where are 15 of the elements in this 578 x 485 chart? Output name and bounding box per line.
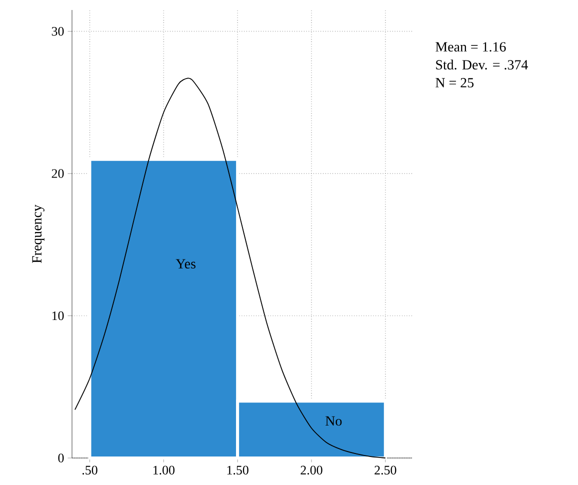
x-tick-label: 1.00 [153, 466, 174, 475]
y-axis-title: Frequency [32, 204, 44, 264]
annotation: Yes [176, 259, 196, 269]
y-tick-label: 20 [52, 169, 64, 178]
x-tick-label: 2.00 [300, 466, 322, 475]
y-tick-label: 30 [52, 26, 64, 36]
y-tick-label: 0 [58, 454, 64, 462]
y-tick-label: 10 [52, 311, 64, 320]
x-tick-label: 1.50 [227, 466, 248, 475]
text: Mean = 1.16 [436, 42, 506, 52]
text: N = 25 [436, 78, 474, 88]
x-tick-label: .50 [82, 466, 98, 475]
annotation: No [326, 416, 342, 426]
text: Std. Dev. = .374 [436, 60, 528, 70]
x-tick-label: 2.50 [374, 466, 396, 475]
